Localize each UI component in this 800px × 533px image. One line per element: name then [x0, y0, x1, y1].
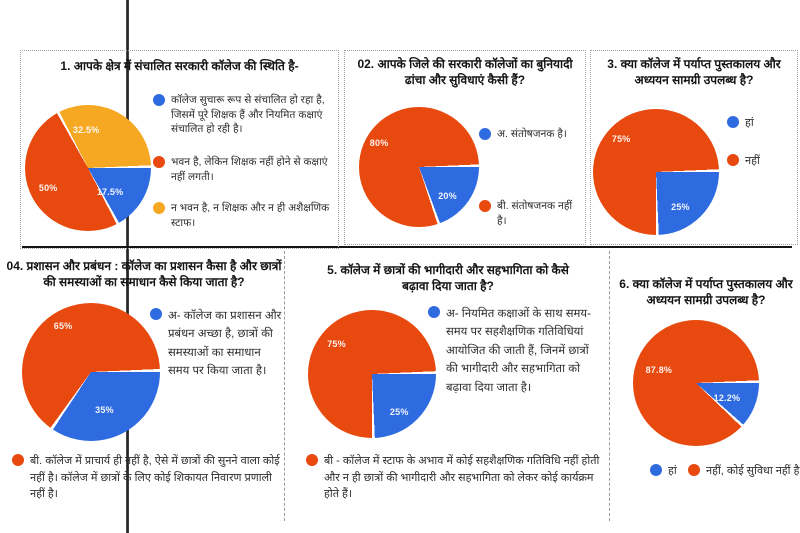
pie-value-label: 20%	[438, 191, 457, 201]
panel-separator-dashed	[284, 251, 285, 521]
legend-swatch-orange	[153, 156, 165, 168]
pie-value-label: 65%	[53, 320, 73, 331]
legend-item: कॉलेज सुचारू रूप से संचालित हो रहा है, ज…	[153, 93, 335, 137]
pie-value-label: 32.5%	[72, 125, 100, 136]
chart-title-4: 04. प्रशासन और प्रबंधन : कॉलेज का प्रशास…	[6, 259, 282, 289]
legend-item: बी - कॉलेज में स्टाफ के अभाव में कोई सहश…	[306, 453, 604, 503]
chart-panel-1: 1. आपके क्षेत्र में संचालित सरकारी कॉलेज…	[20, 50, 339, 249]
page-fold-line	[126, 0, 129, 533]
legend-label: बी - कॉलेज में स्टाफ के अभाव में कोई सहश…	[324, 455, 600, 500]
legend-label: बी. कॉलेज में प्राचार्य ही नहीं है, ऐसे …	[30, 455, 280, 500]
legend-swatch-orange	[12, 454, 24, 466]
pie-chart-2: 80% 20%	[359, 107, 479, 227]
chart-panel-6: 6. क्या कॉलेज में पर्याप्त पुस्तकालय और …	[612, 255, 800, 527]
legend-item: हां	[727, 115, 791, 132]
legend-swatch-orange	[479, 200, 491, 212]
legend-swatch-orange	[727, 154, 739, 166]
legend-swatch-blue	[428, 306, 440, 318]
legend-label: कॉलेज सुचारू रूप से संचालित हो रहा है, ज…	[171, 94, 325, 136]
chart-title-6: 6. क्या कॉलेज में पर्याप्त पुस्तकालय और …	[619, 277, 793, 307]
pie-value-label: 17.5%	[96, 186, 124, 197]
legend-label: हां	[745, 117, 754, 129]
legend-item: अ. संतोषजनक है।	[479, 127, 579, 142]
pie-value-label: 80%	[369, 138, 389, 149]
legend-label: अ. संतोषजनक है।	[497, 128, 567, 140]
pie-value-label: 35%	[95, 405, 114, 416]
legend-item: भवन है, लेकिन शिक्षक नहीं होने से कक्षाए…	[153, 155, 335, 184]
chart-title-5: 5. कॉलेज में छात्रों की भागीदारी और सहभा…	[327, 263, 569, 293]
legend-label: हां	[668, 465, 677, 477]
pie-chart-5: 75% 25%	[308, 310, 436, 438]
chart-panel-5: 5. कॉलेज में छात्रों की भागीदारी और सहभा…	[290, 255, 606, 527]
legend-label: नहीं	[745, 155, 760, 167]
chart-title-2: 02. आपके जिले की सरकारी कॉलेजों का बुनिय…	[357, 57, 573, 87]
chart-title-1: 1. आपके क्षेत्र में संचालित सरकारी कॉलेज…	[60, 59, 299, 73]
pie-value-label: 87.8%	[645, 365, 673, 376]
pie-value-label: 75%	[611, 134, 631, 145]
pie-chart-3: 75% 25%	[593, 109, 719, 235]
legend-item: बी. संतोषजनक नहीं है।	[479, 199, 579, 228]
chart-title-3: 3. क्या कॉलेज में पर्याप्त पुस्तकालय और …	[607, 57, 781, 87]
row-divider-line	[22, 246, 792, 248]
pie-value-label: 75%	[327, 339, 346, 350]
legend-label: बी. संतोषजनक नहीं है।	[497, 200, 573, 227]
pie-chart-4: 65% 35%	[22, 303, 160, 441]
legend-swatch-blue	[650, 464, 662, 476]
legend-item: अ- नियमित कक्षाओं के साथ समय-समय पर सहशै…	[428, 305, 603, 397]
pie-chart-1: 50% 32.5% 17.5%	[25, 105, 151, 231]
legend-item: अ- कॉलेज का प्रशासन और प्रबंधन अच्छा है,…	[150, 307, 282, 381]
legend-swatch-blue	[153, 94, 165, 106]
chart-panel-4: 04. प्रशासन और प्रबंधन : कॉलेज का प्रशास…	[2, 255, 284, 527]
legend-item: हां	[650, 463, 690, 480]
pie-value-label: 50%	[38, 183, 58, 194]
legend-label: भवन है, लेकिन शिक्षक नहीं होने से कक्षाए…	[171, 156, 328, 183]
legend-swatch-orange	[306, 454, 318, 466]
panel-separator-dashed	[609, 251, 610, 521]
legend-swatch-blue	[727, 116, 739, 128]
legend-item: न भवन है, न शिक्षक और न ही अशैक्षणिक स्ट…	[153, 201, 335, 230]
legend-swatch-orange	[688, 464, 700, 476]
legend-label: न भवन है, न शिक्षक और न ही अशैक्षणिक स्ट…	[171, 202, 330, 229]
legend-item: बी. कॉलेज में प्राचार्य ही नहीं है, ऐसे …	[12, 453, 282, 503]
legend-item: नहीं	[727, 153, 791, 170]
legend-swatch-yellow	[153, 202, 165, 214]
legend-label: अ- नियमित कक्षाओं के साथ समय-समय पर सहशै…	[446, 308, 591, 394]
legend-label: अ- कॉलेज का प्रशासन और प्रबंधन अच्छा है,…	[168, 310, 282, 378]
legend-swatch-blue	[479, 128, 491, 140]
pie-value-label: 25%	[671, 202, 690, 213]
pie-value-label: 12.2%	[713, 393, 741, 404]
chart-panel-3: 3. क्या कॉलेज में पर्याप्त पुस्तकालय और …	[590, 50, 798, 245]
legend-label: नहीं, कोई सुविधा नहीं है	[706, 465, 800, 477]
pie-chart-6: 87.8% 12.2%	[633, 320, 759, 446]
chart-panel-2: 02. आपके जिले की सरकारी कॉलेजों का बुनिय…	[344, 50, 586, 245]
legend-swatch-blue	[150, 308, 162, 320]
legend-item: नहीं, कोई सुविधा नहीं है	[688, 463, 800, 480]
pie-value-label: 25%	[389, 407, 409, 418]
